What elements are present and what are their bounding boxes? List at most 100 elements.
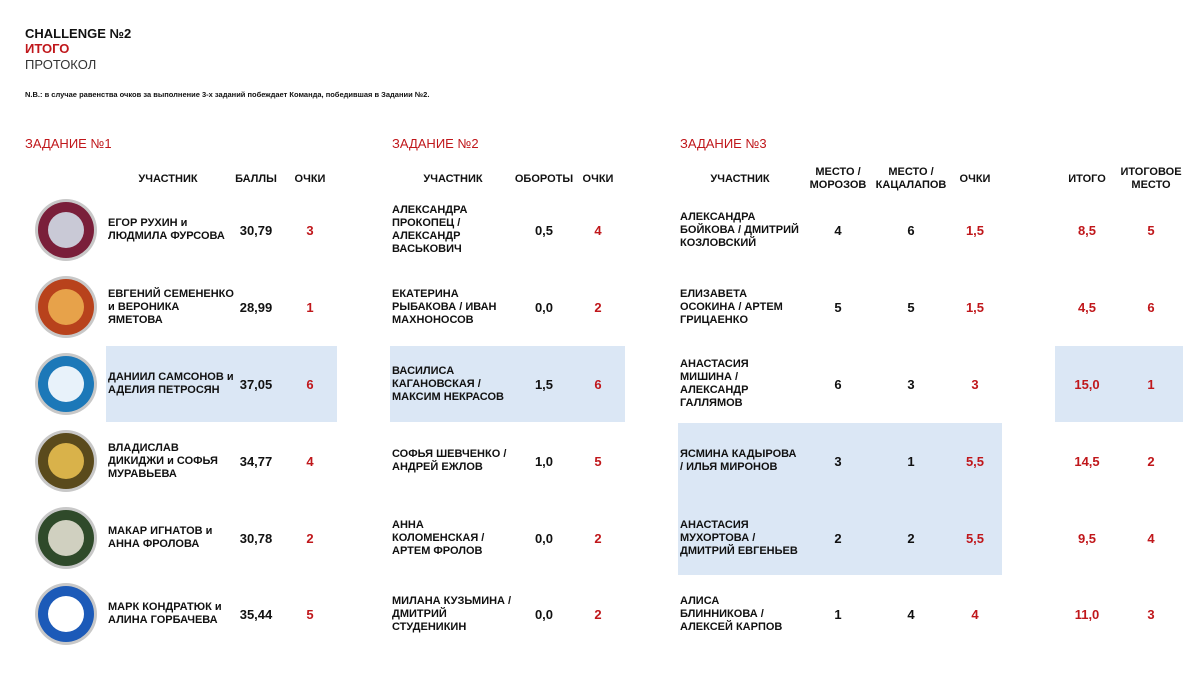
total-value: 4,5 [1077,299,1097,315]
value: 2 [306,530,314,546]
title: CHALLENGE №2 [25,26,132,41]
total-value: 14,5 [1074,453,1100,469]
value: 3 [971,376,979,392]
column-header: УЧАСТНИК [423,172,483,185]
participant: ЕЛИЗАВЕТА ОСОКИНА / АРТЕМ ГРИЦАЕНКО [680,287,783,326]
logo-shape [48,520,84,556]
value: 5 [594,453,602,469]
participant: ДАНИИЛ САМСОНОВ и АДЕЛИЯ ПЕТРОСЯН [108,371,234,396]
value: 30,78 [239,530,273,546]
participant: ЕГОР РУХИН и ЛЮДМИЛА ФУРСОВА [108,217,225,242]
value: 6 [594,376,602,392]
value: 4 [594,222,602,238]
team-logo [35,430,97,492]
value: 2 [594,606,602,622]
value: 1 [834,606,842,622]
logo-shape [48,289,84,325]
column-header: УЧАСТНИК [138,172,198,185]
total-value: 2 [1147,453,1155,469]
value: 6 [834,376,842,392]
column-header: ИТОГОВОЕ МЕСТО [1120,166,1182,191]
section-title: ЗАДАНИЕ №3 [680,136,767,151]
value: 2 [834,530,842,546]
value: 4 [306,453,314,469]
logo-shape [48,366,84,402]
value: 5,5 [965,453,985,469]
logo-shape [48,443,84,479]
participant: ЯСМИНА КАДЫРОВА / ИЛЬЯ МИРОНОВ [680,448,797,473]
highlight [1055,346,1183,422]
subtitle: ИТОГО [25,41,70,56]
participant: МАРК КОНДРАТЮК и АЛИНА ГОРБАЧЕВА [108,601,222,626]
team-logo [35,276,97,338]
value: 4 [907,606,915,622]
value: 1 [907,453,915,469]
participant: АНАСТАСИЯ МУХОРТОВА / ДМИТРИЙ ЕВГЕНЬЕВ [680,518,798,557]
total-value: 8,5 [1077,222,1097,238]
label: ПРОТОКОЛ [25,57,97,72]
total-value: 4 [1147,530,1155,546]
value: 37,05 [239,376,273,392]
participant: СОФЬЯ ШЕВЧЕНКО / АНДРЕЙ ЕЖЛОВ [392,448,507,473]
value: 6 [306,376,314,392]
participant: АЛИСА БЛИННИКОВА / АЛЕКСЕЙ КАРПОВ [680,594,783,633]
value: 6 [907,222,915,238]
team-logo [35,353,97,415]
value: 5 [834,299,842,315]
value: 1,5 [965,299,985,315]
column-header: БАЛЛЫ [235,172,277,185]
participant: ВЛАДИСЛАВ ДИКИДЖИ и СОФЬЯ МУРАВЬЕВА [108,441,218,480]
value: 0,0 [534,530,554,546]
column-header: ОБОРОТЫ [514,172,574,185]
value: 0,5 [534,222,554,238]
value: 28,99 [239,299,273,315]
value: 1,5 [534,376,554,392]
highlight [106,346,337,422]
section-title: ЗАДАНИЕ №1 [25,136,112,151]
value: 1,5 [965,222,985,238]
total-value: 5 [1147,222,1155,238]
total-value: 15,0 [1074,376,1100,392]
column-header: ОЧКИ [959,172,991,185]
participant: АННА КОЛОМЕНСКАЯ / АРТЕМ ФРОЛОВ [392,518,485,557]
total-value: 9,5 [1077,530,1097,546]
value: 2 [907,530,915,546]
column-header: МЕСТО / КАЦАЛАПОВ [875,166,947,191]
value: 3 [907,376,915,392]
participant: АНАСТАСИЯ МИШИНА / АЛЕКСАНДР ГАЛЛЯМОВ [680,358,749,409]
participant: ЕКАТЕРИНА РЫБАКОВА / ИВАН МАХНОНОСОВ [392,287,497,326]
value: 5 [907,299,915,315]
total-value: 6 [1147,299,1155,315]
value: 4 [971,606,979,622]
column-header: ИТОГО [1068,172,1106,185]
logo-shape [48,596,84,632]
highlight [678,423,1002,575]
value: 0,0 [534,299,554,315]
team-logo [35,507,97,569]
column-header: МЕСТО / МОРОЗОВ [809,166,867,191]
total-value: 11,0 [1074,606,1100,622]
value: 30,79 [239,222,273,238]
value: 35,44 [239,606,273,622]
total-value: 1 [1147,376,1155,392]
value: 34,77 [239,453,273,469]
logo-shape [48,212,84,248]
total-value: 3 [1147,606,1155,622]
value: 3 [306,222,314,238]
column-header: ОЧКИ [582,172,614,185]
value: 2 [594,530,602,546]
participant: АЛЕКСАНДРА ПРОКОПЕЦ / АЛЕКСАНДР ВАСЬКОВИ… [392,204,468,255]
value: 2 [594,299,602,315]
note: N.B.: в случае равенства очков за выполн… [25,90,430,99]
value: 1,0 [534,453,554,469]
participant: ВАСИЛИСА КАГАНОВСКАЯ / МАКСИМ НЕКРАСОВ [392,364,504,403]
participant: ЕВГЕНИЙ СЕМЕНЕНКО и ВЕРОНИКА ЯМЕТОВА [108,287,234,326]
value: 1 [306,299,314,315]
team-logo [35,583,97,645]
value: 0,0 [534,606,554,622]
participant: АЛЕКСАНДРА БОЙКОВА / ДМИТРИЙ КОЗЛОВСКИЙ [680,210,799,249]
participant: МИЛАНА КУЗЬМИНА / ДМИТРИЙ СТУДЕНИКИН [392,594,512,633]
value: 5,5 [965,530,985,546]
team-logo [35,199,97,261]
